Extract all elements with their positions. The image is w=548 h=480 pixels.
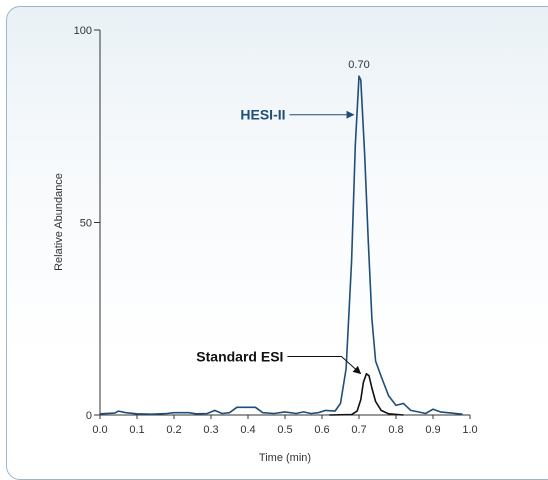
y-tick-label: 100	[74, 25, 92, 37]
x-tick-label: 0.0	[92, 424, 107, 436]
esi-arrow	[287, 356, 362, 375]
x-axis-title: Time (min)	[259, 452, 311, 464]
x-tick-label: 0.6	[314, 424, 329, 436]
esi-label: Standard ESI	[196, 349, 283, 365]
annotations-group: 0.70 HESI-II Standard ESI	[196, 59, 370, 375]
y-ticks-group: 0 50 100	[74, 25, 100, 422]
peak-label: 0.70	[348, 59, 369, 71]
axes-group	[99, 30, 470, 416]
hesi-label: HESI-II	[240, 107, 285, 123]
x-ticks-group: 0.0 0.1 0.2 0.3 0.4 0.5 0.6 0.7 0.8 0.9 1.0	[92, 415, 478, 436]
x-tick-label: 0.9	[425, 424, 440, 436]
x-tick-label: 0.7	[351, 424, 366, 436]
x-tick-label: 1.0	[462, 424, 477, 436]
x-tick-label: 0.8	[388, 424, 403, 436]
standard-esi-series-line	[329, 372, 404, 416]
x-tick-label: 0.2	[166, 424, 181, 436]
y-axis-title: Relative Abundance	[53, 173, 65, 271]
chart-frame	[6, 6, 548, 480]
hesi-series-line	[99, 75, 463, 416]
x-tick-label: 0.3	[203, 424, 218, 436]
chromatogram-chart: 0.0 0.1 0.2 0.3 0.4 0.5 0.6 0.7 0.8 0.9 1.0 0 50 100…	[53, 25, 478, 464]
x-tick-label: 0.5	[277, 424, 292, 436]
x-tick-label: 0.4	[240, 424, 255, 436]
series-group	[99, 75, 463, 416]
y-tick-label: 0	[86, 410, 92, 422]
y-tick-label: 50	[80, 218, 92, 230]
x-tick-label: 0.1	[129, 424, 144, 436]
